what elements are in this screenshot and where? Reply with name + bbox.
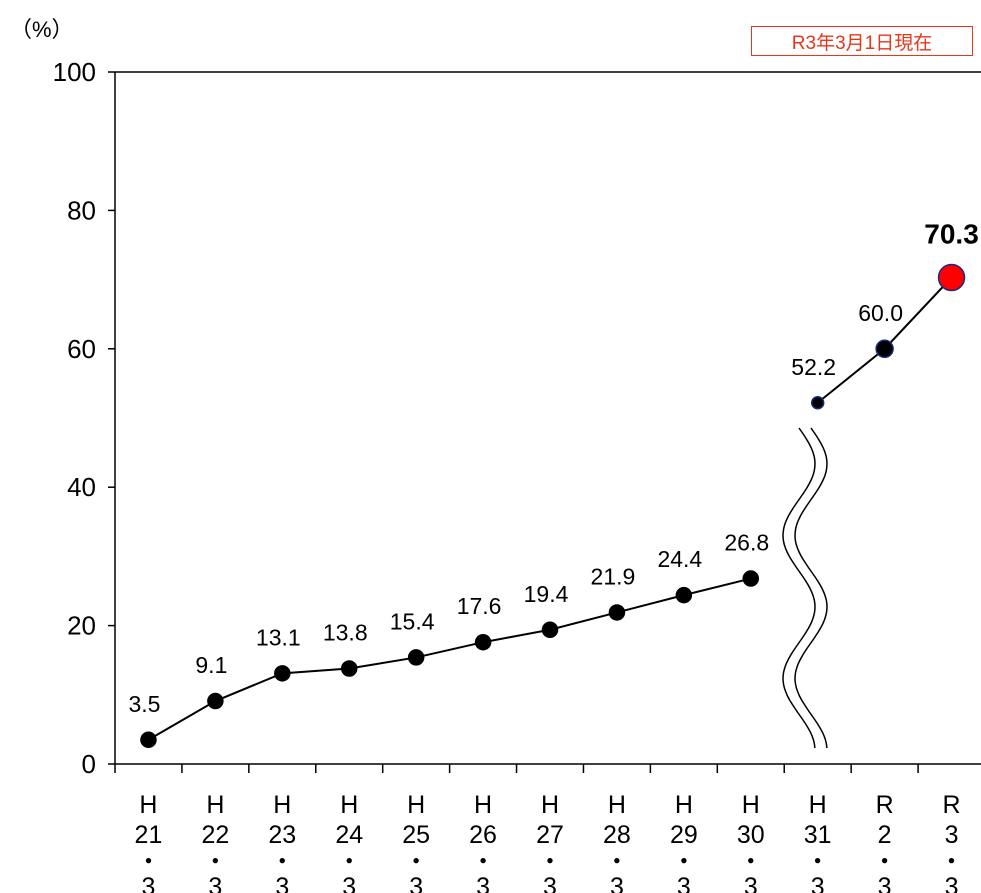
x-tick-label: H — [340, 791, 358, 819]
x-tick-label: ・ — [471, 848, 496, 876]
x-tick-label: ・ — [604, 848, 629, 876]
x-tick-label: 29 — [670, 821, 698, 849]
data-label: 19.4 — [524, 581, 569, 607]
x-tick-label: 3 — [945, 873, 959, 893]
x-tick-label: 27 — [536, 821, 564, 849]
x-tick-label: ・ — [537, 848, 562, 876]
x-tick-label: ・ — [136, 848, 161, 876]
axis-break-line — [794, 427, 828, 749]
data-point — [340, 660, 358, 677]
y-tick-label: 0 — [82, 749, 96, 779]
x-tick-label: ・ — [805, 848, 830, 876]
data-label: 3.5 — [128, 691, 160, 717]
x-tick-label: 22 — [201, 821, 229, 849]
x-tick-label: R — [943, 791, 961, 819]
x-tick-label: 2 — [878, 821, 892, 849]
data-point — [608, 604, 626, 621]
x-tick-label: ・ — [939, 848, 964, 876]
x-tick-label: 31 — [804, 821, 832, 849]
data-point — [407, 649, 425, 666]
x-tick-label: ・ — [738, 848, 763, 876]
x-tick-label: 23 — [268, 821, 296, 849]
x-tick-label: 25 — [402, 821, 430, 849]
x-tick-label: 21 — [135, 821, 163, 849]
y-tick-label: 20 — [67, 611, 96, 641]
x-tick-label: H — [139, 791, 157, 819]
data-point — [810, 396, 825, 410]
data-label: 15.4 — [390, 608, 435, 634]
x-tick-label: 3 — [945, 821, 959, 849]
x-tick-label: 3 — [409, 873, 423, 893]
data-point — [274, 665, 291, 682]
data-label: 24.4 — [657, 546, 702, 572]
data-point — [875, 339, 894, 359]
x-tick-label: H — [809, 791, 827, 819]
x-tick-label: 3 — [543, 873, 557, 893]
x-tick-label: ・ — [337, 848, 362, 876]
y-tick-label: 60 — [67, 334, 96, 364]
data-point — [541, 621, 559, 639]
x-tick-label: ・ — [404, 848, 429, 876]
x-tick-label: 3 — [476, 873, 490, 893]
x-tick-label: H — [273, 791, 291, 819]
data-point — [140, 731, 157, 749]
x-tick-label: 3 — [610, 873, 624, 893]
x-tick-label: ・ — [270, 848, 295, 876]
x-tick-label: 3 — [677, 873, 691, 893]
x-tick-label: 26 — [469, 821, 497, 849]
y-tick-label: 40 — [67, 472, 96, 502]
data-point — [207, 692, 224, 710]
data-label: 26.8 — [724, 530, 769, 556]
data-label: 9.1 — [195, 652, 227, 678]
x-tick-label: ・ — [671, 848, 696, 876]
x-tick-label: 3 — [142, 873, 156, 893]
x-tick-label: H — [407, 791, 425, 819]
series-line — [147, 577, 752, 741]
x-tick-label: H — [608, 791, 626, 819]
data-label: 60.0 — [858, 300, 903, 326]
data-point — [474, 633, 492, 651]
data-label: 17.6 — [457, 593, 502, 619]
data-label: 13.8 — [323, 620, 368, 646]
x-tick-label: 3 — [275, 873, 289, 893]
data-point — [937, 263, 966, 292]
data-label: 70.3 — [924, 219, 979, 250]
y-tick-label: 80 — [67, 195, 96, 225]
x-tick-label: 3 — [744, 873, 758, 893]
x-tick-label: 28 — [603, 821, 631, 849]
axis-break-line — [782, 427, 816, 749]
data-label: 13.1 — [256, 624, 301, 650]
y-unit-label: （%） — [10, 17, 74, 42]
x-tick-label: 3 — [811, 873, 825, 893]
x-tick-label: H — [474, 791, 492, 819]
data-point — [675, 586, 693, 604]
data-label: 21.9 — [591, 563, 636, 589]
x-tick-label: H — [742, 791, 760, 819]
data-label: 52.2 — [791, 354, 836, 380]
x-tick-label: H — [675, 791, 693, 819]
y-tick-label: 100 — [53, 57, 96, 87]
x-tick-label: H — [206, 791, 224, 819]
x-tick-label: ・ — [872, 848, 897, 876]
x-tick-label: 3 — [208, 873, 222, 893]
x-tick-label: 30 — [737, 821, 765, 849]
data-point — [742, 570, 760, 587]
as-of-date-badge: R3年3月1日現在 — [751, 26, 973, 56]
x-tick-label: 3 — [342, 873, 356, 893]
x-tick-label: 24 — [335, 821, 363, 849]
x-tick-label: R — [876, 791, 894, 819]
x-tick-label: H — [541, 791, 559, 819]
x-tick-label: 3 — [878, 873, 892, 893]
x-tick-label: ・ — [203, 848, 228, 876]
